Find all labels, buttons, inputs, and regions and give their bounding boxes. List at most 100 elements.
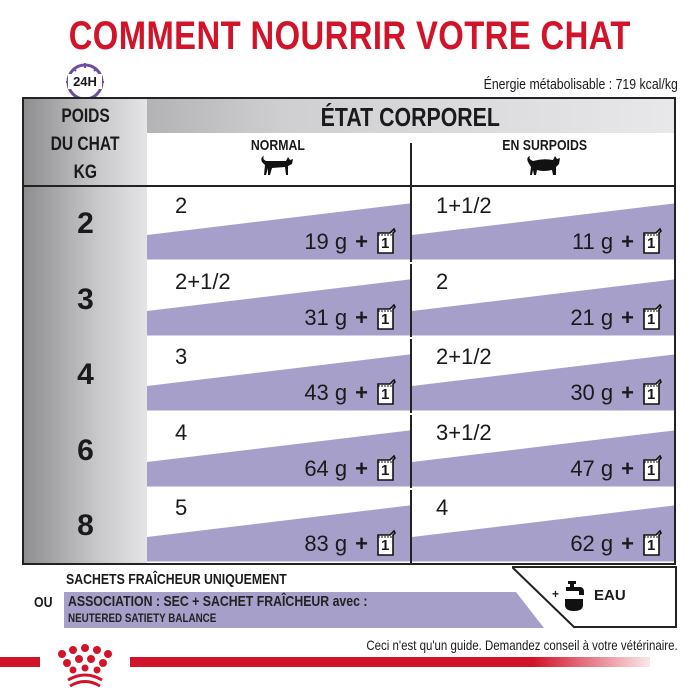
dry-grams: 43 g [304,380,348,405]
plus-sign: + [355,380,368,405]
or-label: OU [34,594,53,611]
cell-normal: 4 64 g + 1 [147,413,410,490]
dry-bag-icon: 1 [376,378,396,406]
bag-count: 1 [647,310,656,328]
royal-canin-crown-logo [40,640,130,690]
dry-bag-icon: 1 [642,454,662,482]
cell-normal: 2 19 g + 1 [147,187,410,263]
bag-count: 1 [381,235,390,252]
water-tap-icon [565,581,584,611]
feeding-table: POIDS DU CHAT KG ÉTAT CORPOREL NORMAL EN… [22,97,676,565]
column-overweight: EN SURPOIDS [414,137,674,180]
pouch-count: 2 [436,268,449,294]
cell-overweight: 1+1/2 11 g + 1 [412,187,674,263]
product-name: NEUTERED SATIETY BALANCE [68,611,217,625]
dry-bag-icon: 1 [376,454,396,482]
weight-value: 8 [77,509,94,542]
dry-food-amount: 19 g + 1 [304,227,396,255]
plus-sign: + [621,229,634,254]
dry-food-band [412,278,674,339]
dry-food-band [412,505,674,563]
weight-value: 6 [77,433,94,467]
bag-count: 1 [647,537,656,554]
bag-count: 1 [381,461,390,479]
water-label: EAU [594,587,626,604]
dry-food-band [147,429,410,490]
dry-grams: 30 g [570,380,614,405]
plus-sign: + [621,380,634,405]
dry-grams: 31 g [304,304,348,330]
weight-header-1: POIDS [61,106,110,127]
pouch-count: 3+1/2 [436,419,492,445]
dry-food-band [147,354,410,414]
plus-sign: + [355,229,368,254]
water-box: + EAU [512,565,678,629]
pouch-count: 4 [175,419,188,445]
bag-count: 1 [381,310,390,328]
weight-column [24,99,147,563]
weight-value: 3 [77,282,94,316]
dry-food-amount: 11 g + 1 [571,227,662,255]
mixed-feeding-band: ASSOCIATION : SEC + SACHET FRAÎCHEUR ave… [64,592,544,628]
plus-sign: + [355,304,368,330]
pouch-count: 2+1/2 [175,268,231,294]
row-divider [147,261,674,264]
dry-food-amount: 47 g + 1 [570,454,662,482]
dry-grams: 62 g [570,531,614,556]
header-divider [24,185,674,187]
column-divider [410,143,412,563]
dry-food-band [147,505,410,563]
dry-food-amount: 62 g + 1 [570,529,662,557]
plus-sign: + [621,455,634,481]
cell-overweight: 3+1/2 47 g + 1 [412,413,674,490]
pouch-only-label: SACHETS FRAÎCHEUR UNIQUEMENT [66,571,287,588]
dry-grams: 11 g [571,229,614,254]
dry-grams: 83 g [304,531,348,556]
dry-bag-icon: 1 [642,303,662,331]
dry-food-amount: 64 g + 1 [304,454,396,482]
dry-food-band [147,278,410,339]
plus-sign: + [621,304,634,330]
weight-header-2: DU CHAT [51,134,120,155]
dry-food-band [412,354,674,414]
pouch-count: 3 [175,344,188,369]
mixed-feeding-label: ASSOCIATION : SEC + SACHET FRAÎCHEUR ave… [68,593,368,610]
dry-food-band [412,429,674,490]
pouch-count: 2 [175,193,188,218]
dry-food-amount: 30 g + 1 [570,378,662,406]
cell-overweight: 4 62 g + 1 [412,489,674,563]
dry-bag-icon: 1 [376,227,396,255]
dry-food-amount: 21 g + 1 [570,303,662,331]
dry-grams: 21 g [570,304,614,330]
bag-count: 1 [647,461,656,479]
pouch-count: 5 [175,495,188,520]
dry-bag-icon: 1 [642,227,662,255]
cell-normal: 2+1/2 31 g + 1 [147,262,410,339]
dry-food-amount: 43 g + 1 [304,378,396,406]
cat-normal-icon [261,156,293,175]
row-divider [147,337,674,339]
page-title: COMMENT NOURRIR VOTRE CHAT [68,14,632,58]
disclaimer: Ceci n'est qu'un guide. Demandez conseil… [366,637,678,653]
pouch-count: 2+1/2 [436,344,492,369]
dry-bag-icon: 1 [376,529,396,557]
dry-grams: 47 g [570,455,614,481]
column-normal: NORMAL [147,137,409,180]
weight-value: 2 [77,207,94,240]
row-divider [147,412,674,415]
cell-overweight: 2+1/2 30 g + 1 [412,338,674,414]
energy-info: Énergie métabolisable : 719 kcal/kg [483,76,678,93]
cell-normal: 3 43 g + 1 [147,338,410,414]
plus-sign: + [355,531,368,556]
dry-grams: 19 g [304,229,348,254]
pouch-count: 1+1/2 [436,193,492,218]
water-plus: + [552,587,560,601]
row-divider [147,488,674,490]
cell-overweight: 2 21 g + 1 [412,262,674,339]
bag-count: 1 [647,235,656,252]
clock-label: 24H [68,74,102,89]
bag-count: 1 [381,386,390,403]
clock-24h-icon: 24H [58,58,112,101]
dry-bag-icon: 1 [642,378,662,406]
pouch-count: 4 [436,495,449,520]
